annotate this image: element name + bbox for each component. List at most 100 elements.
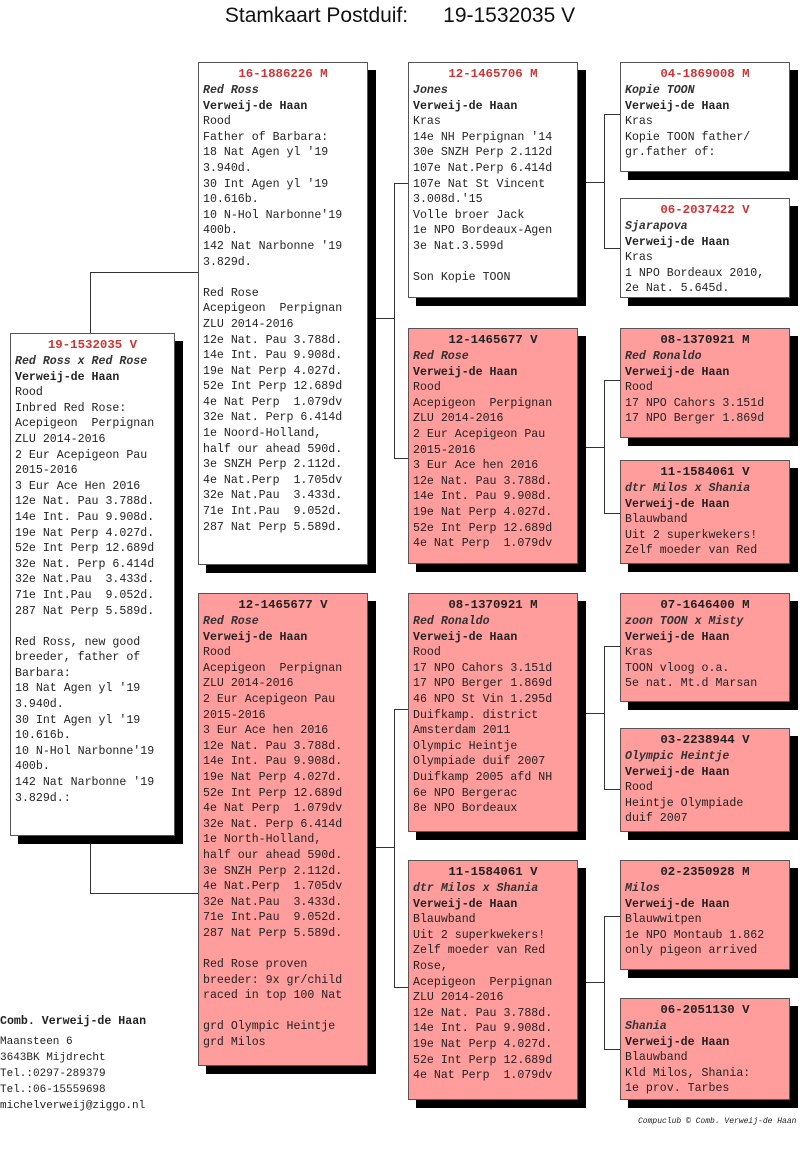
pigeon-owner: Verweij-de Haan [625,99,730,113]
connector-line [578,713,604,714]
performance-line: 19e Nat Perp 4.027d. [15,526,155,540]
pigeon-owner: Verweij-de Haan [625,897,730,911]
pigeon-card-main[interactable]: 19-1532035 V Red Ross x Red Rose Verweij-d… [10,333,175,836]
pigeon-card-mfm[interactable]: 03-2238944 V Olympic Heintje Verweij-de Ha… [620,728,790,832]
pigeon-card-mother-mother[interactable]: 11-1584061 V dtr Milos x Shania Verweij-de… [408,860,578,1100]
pigeon-color: Kras [625,115,653,129]
connector-line [394,709,408,710]
pigeon-name: zoon TOON x Misty [625,615,744,628]
ring-number: 11-1584061 V [660,465,750,479]
connector-line [90,272,91,333]
pigeon-name: Red Ross [203,84,259,97]
connector-line [604,789,620,790]
pigeon-owner: Verweij-de Haan [203,99,308,113]
performance-line: grd Milos [203,1036,266,1050]
breeder-street: Maansteen 6 [0,1036,73,1048]
performance-line: 14e Int. Pau 9.908d. [413,490,553,504]
performance-line: 142 Nat Narbonne '19 [203,239,343,253]
performance-line: 3.829d.: [15,791,71,805]
pigeon-owner: Verweij-de Haan [15,370,120,384]
pigeon-card-fmm[interactable]: 11-1584061 V dtr Milos x Shania Verweij-de… [620,460,790,564]
performance-line: 14e Int. Pau 9.908d. [203,349,343,363]
performance-line: Acepigeon Perpignan [15,417,155,431]
pigeon-owner: Verweij-de Haan [413,99,518,113]
performance-line: grd Olympic Heintje [203,1020,336,1034]
performance-line: ZLU 2014-2016 [203,677,294,691]
performance-line: Red Rose proven [203,958,308,972]
performance-line: ZLU 2014-2016 [203,317,294,331]
performance-line: Acepigeon Perpignan [413,396,553,410]
performance-line: 3e SNZH Perp 2.112d. [203,458,343,472]
breeder-name: Comb. Verweij-de Haan [0,1015,147,1028]
ring-number: 02-2350928 M [660,865,750,879]
performance-line: 3e Nat.3.599d [413,239,504,253]
performance-line: 10.616b. [203,193,259,207]
pigeon-card-father-father[interactable]: 12-1465706 M Jones Verweij-de Haan Kras 14e … [408,62,578,298]
pigeon-card-fff[interactable]: 04-1869008 M Kopie TOON Verweij-de Haan Kra… [620,62,790,172]
pigeon-owner: Verweij-de Haan [625,365,730,379]
performance-line: Rose, [413,959,448,973]
pigeon-name: Shania [625,1020,667,1033]
connector-line [394,183,395,458]
pigeon-name: Kopie TOON [625,84,695,97]
performance-line: 10 N-Hol Narbonne'19 [203,208,343,222]
breeder-mobile: Tel.:06-15559698 [0,1084,106,1096]
connector-line [604,380,620,381]
performance-line: 17 NPO Cahors 3.151d [413,661,553,675]
pigeon-card-mother-father[interactable]: 08-1370921 M Red Ronaldo Verweij-de Haan Ro… [408,593,578,832]
pigeon-color: Rood [203,646,231,660]
performance-line: 12e Nat. Pau 3.788d. [413,474,553,488]
ring-number: 07-1646400 M [660,598,750,612]
performance-line: TOON vloog o.a. [625,661,730,675]
performance-line: 32e Nat. Perp 6.414d [15,557,155,571]
performance-line: Duifkamp 2005 afd NH [413,770,553,784]
pigeon-card-fmf[interactable]: 08-1370921 M Red Ronaldo Verweij-de Haan Ro… [620,328,790,438]
pigeon-color: Rood [625,781,653,795]
connector-line [604,513,620,514]
pigeon-color: Blauwband [625,513,688,527]
performance-line: 1e Noord-Holland, [203,427,322,441]
performance-line: Father of Barbara: [203,130,329,144]
pigeon-name: Red Ronaldo [413,615,490,628]
pigeon-card-father[interactable]: 16-1886226 M Red Ross Verweij-de Haan Rood F… [198,62,368,565]
performance-line: 3 Eur Ace hen 2016 [203,724,329,738]
connector-line [578,982,604,983]
performance-line: 12e Nat. Pau 3.788d. [413,1006,553,1020]
performance-line: 400b. [15,760,50,774]
performance-line: ZLU 2014-2016 [413,412,504,426]
pigeon-name: Jones [413,84,448,97]
performance-line: 6e NPO Bergerac [413,786,518,800]
pigeon-card-mmm[interactable]: 06-2051130 V Shania Verweij-de Haan Blauwba… [620,998,790,1100]
connector-line [604,380,605,513]
performance-line: 3e SNZH Perp 2.112d. [203,864,343,878]
pigeon-card-mff[interactable]: 07-1646400 M zoon TOON x Misty Verweij-de … [620,593,790,702]
pigeon-card-mmf[interactable]: 02-2350928 M Milos Verweij-de Haan Blauwwit… [620,860,790,970]
pigeon-card-mother[interactable]: 12-1465677 V Red Rose Verweij-de Haan Rood A… [198,593,368,1066]
performance-line: Acepigeon Perpignan [203,661,343,675]
performance-line: Uit 2 superkwekers! [625,528,758,542]
breeder-email[interactable]: michelverweij@ziggo.nl [0,1100,146,1112]
pigeon-owner: Verweij-de Haan [413,365,518,379]
performance-line: 19e Nat Perp 4.027d. [413,1037,553,1051]
performance-line: 52e Int Perp 12.689d [413,521,553,535]
pigeon-card-father-mother[interactable]: 12-1465677 V Red Rose Verweij-de Haan Rood A… [408,328,578,564]
pigeon-card-ffm[interactable]: 06-2037422 V Sjarapova Verweij-de Haan Kras… [620,198,790,298]
pigeon-color: Kras [413,115,441,129]
performance-line: Uit 2 superkwekers! [413,928,546,942]
performance-line: 1e prov. Tarbes [625,1082,730,1096]
pigeon-color: Blauwwitpen [625,913,702,927]
connector-line [604,114,605,248]
performance-line: 46 NPO St Vin 1.295d [413,692,553,706]
pigeon-color: Rood [203,115,231,129]
performance-line: 4e Nat.Perp 1.705dv [203,880,343,894]
breeder-contact: Comb. Verweij-de Haan Maansteen 6 3643BK… [0,1014,146,1114]
performance-line: 2015-2016 [413,443,476,457]
performance-line: 4e Nat.Perp 1.705dv [203,473,343,487]
ring-number: 12-1465677 V [448,333,538,347]
connector-line [604,646,605,789]
ring-number: 12-1465677 V [238,598,328,612]
performance-line: 52e Int Perp 12.689d [203,380,343,394]
performance-line: Red Ross, new good [15,635,141,649]
performance-line: Olympiade duif 2007 [413,755,546,769]
performance-line: Amsterdam 2011 [413,724,511,738]
